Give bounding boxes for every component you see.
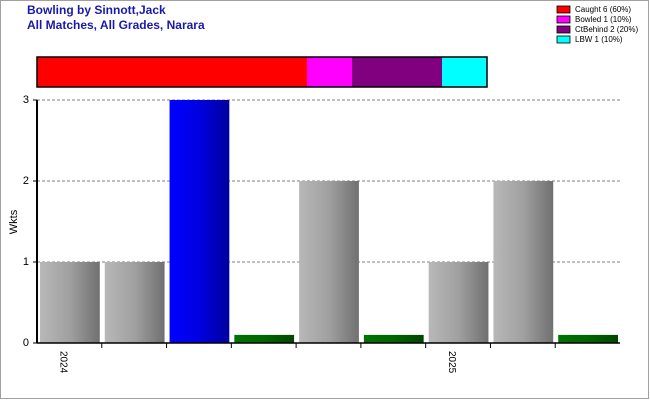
proportion-segment xyxy=(307,57,352,87)
legend-label: CtBehind 2 (20%) xyxy=(575,25,638,34)
bar xyxy=(558,334,618,343)
y-axis-label: Wkts xyxy=(8,209,20,234)
legend-swatch xyxy=(556,25,571,34)
proportion-frame xyxy=(36,56,488,88)
legend-label: LBW 1 (10%) xyxy=(575,35,623,44)
legend-label: Caught 6 (60%) xyxy=(575,5,631,14)
legend-swatch xyxy=(556,15,571,24)
bar xyxy=(234,334,295,343)
bar xyxy=(169,100,230,343)
y-tick-label: 0 xyxy=(23,337,29,349)
bar xyxy=(493,181,554,343)
legend-swatch xyxy=(556,5,571,14)
x-tick-label: 2024 xyxy=(57,351,68,374)
proportion-segment xyxy=(352,57,442,87)
x-tick-label: 2025 xyxy=(446,351,457,374)
legend-label: Bowled 1 (10%) xyxy=(575,15,632,24)
y-tick-label: 3 xyxy=(23,94,29,106)
proportion-segment xyxy=(442,57,487,87)
proportion-segment xyxy=(37,57,307,87)
y-tick-label: 1 xyxy=(23,256,29,268)
bar xyxy=(104,262,165,343)
bar xyxy=(363,334,424,343)
chart-title: Bowling by Sinnott,Jack xyxy=(27,3,166,17)
bar xyxy=(299,181,359,343)
bar xyxy=(428,262,489,343)
bar xyxy=(40,262,100,343)
y-tick-label: 2 xyxy=(23,175,29,187)
legend-swatch xyxy=(556,35,571,44)
chart-subtitle: All Matches, All Grades, Narara xyxy=(27,18,205,32)
